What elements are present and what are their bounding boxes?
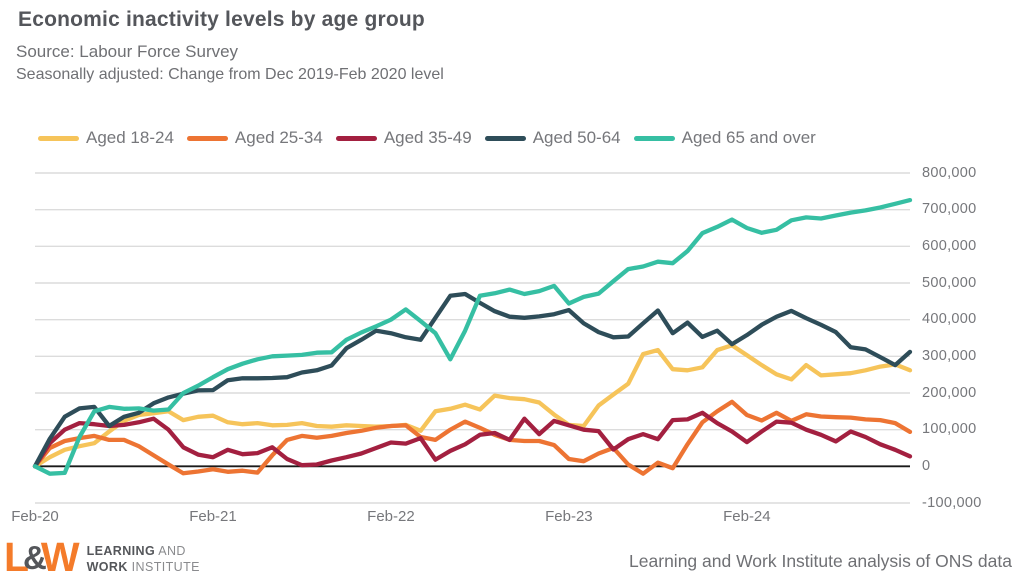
y-tick-label: 500,000 (922, 274, 977, 291)
lw-logo: L&W LEARNING AND WORK INSTITUTE (4, 537, 200, 580)
series-line-aged-65-and-over (32, 197, 913, 476)
legend-item-aged-65-and-over: Aged 65 and over (633, 128, 816, 148)
x-tick-label: Feb-20 (11, 508, 59, 525)
lw-logo-mark: L&W (4, 534, 80, 580)
logo-line2-rest: INSTITUTE (131, 559, 200, 574)
legend-item-aged-50-64: Aged 50-64 (484, 128, 621, 148)
legend-label: Aged 18-24 (86, 128, 174, 147)
y-tick-label: 200,000 (922, 384, 977, 401)
logo-line1-rest: AND (158, 543, 186, 558)
logo-letter-w: W (40, 534, 80, 580)
x-tick-label: Feb-21 (189, 508, 237, 525)
series-line-aged-18-24 (32, 343, 913, 469)
logo-ampersand: & (23, 539, 47, 576)
legend-swatch (335, 135, 377, 141)
y-tick-label: 800,000 (922, 164, 977, 181)
legend-item-aged-35-49: Aged 35-49 (335, 128, 472, 148)
legend-swatch (633, 135, 675, 141)
x-tick-label: Feb-24 (723, 508, 771, 525)
series-line-aged-35-49 (32, 410, 913, 469)
legend-label: Aged 65 and over (681, 128, 816, 147)
legend-item-aged-18-24: Aged 18-24 (38, 128, 174, 148)
series-line-aged-25-34 (32, 399, 913, 476)
legend-swatch (186, 135, 228, 141)
legend-label: Aged 50-64 (532, 128, 621, 147)
legend-label: Aged 25-34 (234, 128, 323, 147)
chart-legend: Aged 18-24 Aged 25-34 Aged 35-49 Aged 50-64… (38, 128, 816, 148)
legend-item-aged-25-34: Aged 25-34 (186, 128, 323, 148)
y-tick-label: -100,000 (922, 494, 982, 511)
attribution: Learning and Work Institute analysis of … (629, 551, 1012, 571)
page-title: Economic inactivity levels by age group (18, 8, 425, 31)
lw-logo-text: LEARNING AND WORK INSTITUTE (87, 543, 200, 575)
y-tick-label: 700,000 (922, 201, 977, 218)
logo-line1-bold: LEARNING (86, 543, 156, 558)
legend-swatch (38, 135, 79, 141)
y-tick-label: 100,000 (922, 421, 977, 438)
x-tick-label: Feb-22 (367, 508, 415, 525)
legend-swatch (484, 135, 526, 141)
y-tick-label: 0 (922, 457, 931, 474)
chart-source: Source: Labour Force Survey (16, 42, 239, 61)
y-tick-label: 600,000 (922, 237, 977, 254)
legend-label: Aged 35-49 (383, 128, 472, 147)
chart-subtitle: Seasonally adjusted: Change from Dec 201… (16, 66, 444, 83)
x-tick-label: Feb-23 (545, 508, 593, 525)
y-tick-label: 300,000 (922, 347, 977, 364)
y-tick-label: 400,000 (922, 311, 977, 328)
logo-line2-bold: WORK (86, 559, 128, 574)
logo-letter-l: L (4, 534, 29, 580)
